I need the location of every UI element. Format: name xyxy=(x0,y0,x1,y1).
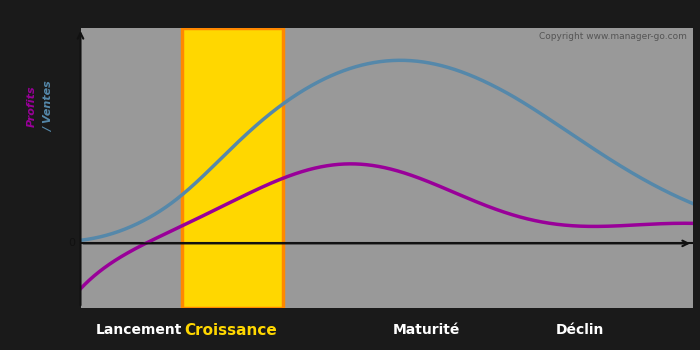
Text: Copyright www.manager-go.com: Copyright www.manager-go.com xyxy=(539,32,687,41)
Text: Lancement: Lancement xyxy=(95,323,182,337)
Text: 0: 0 xyxy=(69,238,76,248)
Text: Profits: Profits xyxy=(27,86,36,127)
Text: Déclin: Déclin xyxy=(556,323,604,337)
Text: Temps: Temps xyxy=(699,246,700,256)
Text: Croissance: Croissance xyxy=(184,323,277,338)
Text: Maturité: Maturité xyxy=(393,323,461,337)
Bar xyxy=(181,28,283,308)
Text: / Ventes: / Ventes xyxy=(44,81,54,132)
